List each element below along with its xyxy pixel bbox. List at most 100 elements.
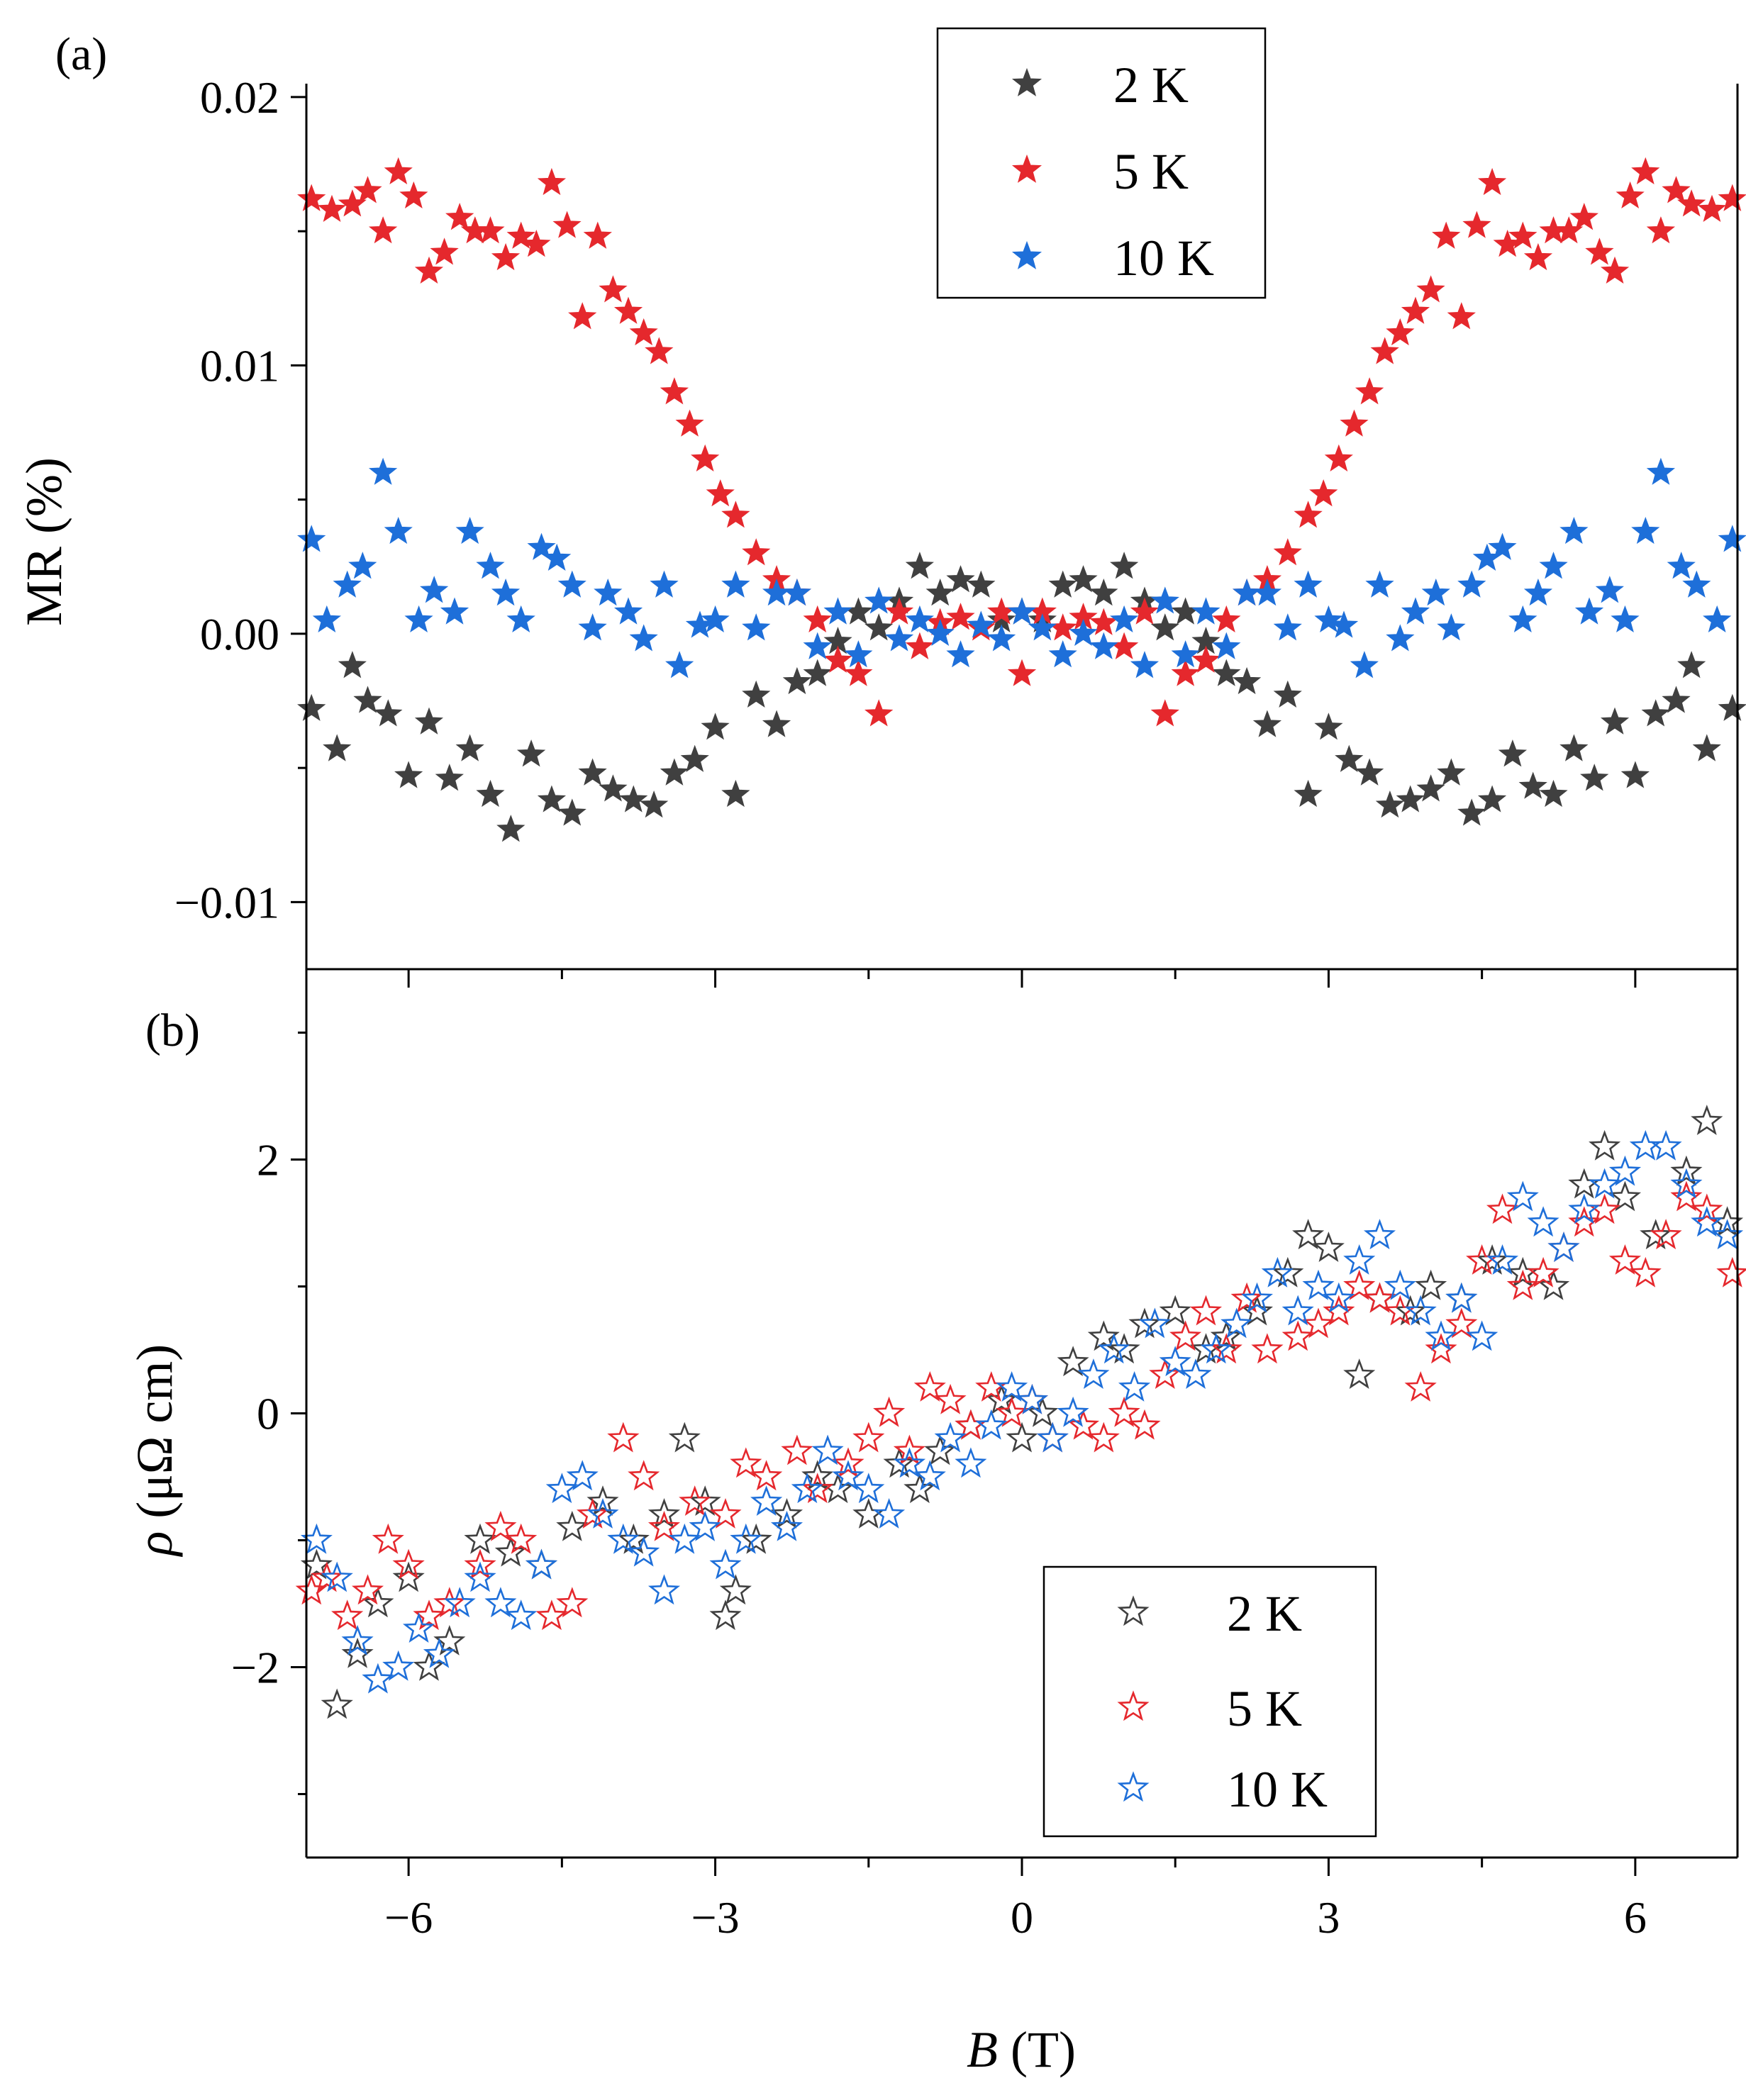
panel-b-point-10k xyxy=(464,1561,496,1592)
panel-b-legend-marker-10k xyxy=(1117,1771,1150,1802)
x-axis-var: B xyxy=(967,2021,998,2078)
panel-b-point-10k xyxy=(443,1587,476,1618)
panel-b-point-10k xyxy=(1200,1333,1233,1364)
panel-b-point-2k xyxy=(647,1497,681,1529)
panel-a-point-5k xyxy=(803,605,832,633)
panel-b-point-10k xyxy=(586,1497,619,1529)
panel-a-point-2k xyxy=(782,666,812,695)
panel-a-point-5k xyxy=(522,229,551,257)
panel-b-y-axis-title: ρ (μΩ cm) xyxy=(126,1344,183,1558)
panel-b-point-10k xyxy=(1608,1155,1642,1186)
panel-a-point-2k xyxy=(1620,761,1650,788)
panel-a-point-10k xyxy=(506,605,535,633)
panel-a-point-10k xyxy=(1488,532,1517,560)
panel-a-point-2k xyxy=(1232,666,1262,695)
panel-b-point-10k xyxy=(934,1422,967,1453)
panel-a-point-10k xyxy=(1523,578,1553,606)
panel-b-point-10k xyxy=(1547,1231,1580,1263)
panel-a-point-5k xyxy=(491,242,521,271)
panel-b-point-5k xyxy=(1608,1244,1642,1275)
panel-a-point-5k xyxy=(742,538,771,566)
panel-b-point-10k xyxy=(566,1460,599,1491)
x-axis-title: B (T) xyxy=(967,2021,1076,2078)
panel-a-point-2k xyxy=(946,565,975,593)
panel-a-point-5k xyxy=(1130,597,1160,625)
panel-a-point-5k xyxy=(599,275,628,303)
panel-a-point-5k xyxy=(1309,479,1338,507)
panel-a-point-2k xyxy=(323,734,352,761)
panel-a-point-2k xyxy=(1559,734,1589,761)
panel-b-point-10k xyxy=(913,1460,946,1491)
panel-a-point-2k xyxy=(496,815,526,842)
panel-a-point-10k xyxy=(1007,597,1037,625)
panel-a-point-10k xyxy=(348,552,377,579)
panel-b-point-5k xyxy=(577,1497,609,1529)
panel-b-point-10k xyxy=(1568,1193,1601,1224)
panel-a-y-tick-label: 0.02 xyxy=(200,72,279,123)
panel-a-point-2k xyxy=(1375,790,1405,818)
panel-b-point-10k xyxy=(1240,1282,1274,1313)
panel-b-point-10k xyxy=(1486,1244,1519,1275)
panel-a-point-10k xyxy=(1069,618,1098,647)
panel-a-point-10k xyxy=(368,457,398,485)
panel-a-point-10k xyxy=(1314,605,1343,633)
panel-a-point-2k xyxy=(537,785,567,812)
panel-a-point-5k xyxy=(1616,181,1645,209)
panel-a-point-10k xyxy=(578,613,607,641)
panel-a-label: (a) xyxy=(55,28,107,80)
panel-b-point-10k xyxy=(1425,1320,1457,1351)
panel-a-point-10k xyxy=(1294,570,1323,598)
panel-a-point-2k xyxy=(925,578,955,606)
panel-a-point-10k xyxy=(1130,651,1160,678)
panel-a-point-5k xyxy=(1007,659,1037,686)
panel-b-point-5k xyxy=(1281,1320,1314,1351)
panel-a-point-10k xyxy=(946,640,975,668)
panel-a-point-2k xyxy=(1518,771,1547,799)
panel-b-point-10k xyxy=(1527,1206,1559,1237)
panel-a-point-10k xyxy=(1559,516,1589,544)
panel-a-point-10k xyxy=(1329,610,1359,638)
panel-a-point-2k xyxy=(1600,707,1630,735)
panel-a-point-2k xyxy=(680,744,709,772)
panel-a-point-10k xyxy=(803,632,832,659)
panel-a-point-10k xyxy=(1574,597,1604,625)
panel-a-point-2k xyxy=(1416,774,1445,802)
panel-a-point-5k xyxy=(1273,538,1302,566)
panel-a-point-5k xyxy=(1294,501,1323,528)
panel-b-point-5k xyxy=(1067,1409,1100,1440)
panel-b-point-2k xyxy=(1415,1269,1447,1300)
panel-a-point-10k xyxy=(404,605,433,633)
panel-b-point-2k xyxy=(392,1561,425,1592)
panel-b-point-10k xyxy=(832,1460,864,1491)
panel-b-point-2k xyxy=(1006,1422,1038,1453)
panel-a-point-2k xyxy=(414,707,444,735)
panel-b-point-2k xyxy=(1476,1244,1508,1275)
panel-a-point-5k xyxy=(1150,699,1179,727)
panel-a-point-5k xyxy=(506,221,535,249)
panel-b-point-5k xyxy=(535,1599,568,1631)
panel-b-point-5k xyxy=(1323,1295,1355,1326)
panel-b-point-5k xyxy=(392,1548,425,1580)
panel-a-point-10k xyxy=(594,578,623,606)
panel-a-point-5k xyxy=(1171,659,1200,686)
panel-b-point-10k xyxy=(1691,1206,1723,1237)
panel-a-point-5k xyxy=(368,216,398,244)
panel-b-point-5k xyxy=(852,1422,885,1453)
panel-a-point-10k xyxy=(1171,640,1200,668)
panel-a-point-5k xyxy=(721,501,750,528)
panel-a-point-5k xyxy=(629,318,658,346)
panel-b-point-5k xyxy=(893,1434,926,1465)
panel-b-point-2k xyxy=(770,1497,804,1529)
panel-a-point-5k xyxy=(399,181,428,209)
panel-b-point-5k xyxy=(1716,1256,1746,1288)
panel-a-point-5k xyxy=(706,479,735,507)
panel-b-point-5k xyxy=(1230,1282,1263,1313)
panel-a-y-axis-title: MR (%) xyxy=(16,457,72,626)
panel-b-point-10k xyxy=(893,1447,926,1478)
panel-b-point-5k xyxy=(1210,1333,1242,1364)
panel-a-point-10k xyxy=(1386,624,1415,652)
panel-b-point-10k xyxy=(1343,1244,1376,1275)
panel-a-point-5k xyxy=(1718,184,1746,211)
panel-b-point-10k xyxy=(750,1485,783,1517)
panel-a-point-2k xyxy=(1539,779,1568,808)
